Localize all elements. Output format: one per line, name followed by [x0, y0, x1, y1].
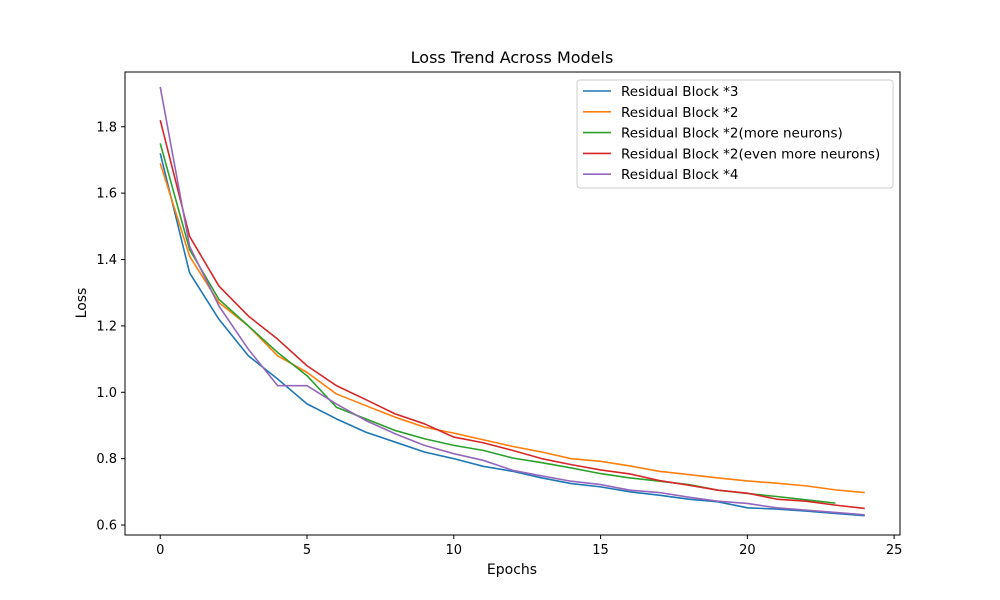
x-tick-label: 25 — [886, 543, 903, 558]
y-axis-ticks: 0.6 0.8 1.0 1.2 1.4 1.6 1.8 — [96, 120, 125, 534]
y-tick-label: 1.8 — [96, 120, 117, 135]
legend-label-5: Residual Block *4 — [621, 167, 738, 183]
y-tick-label: 0.8 — [96, 452, 117, 467]
series-line-4 — [159, 119, 865, 510]
series-line-2 — [159, 163, 865, 494]
plot-frame — [124, 71, 901, 536]
x-axis-ticks: 0 5 10 15 20 25 — [156, 535, 902, 558]
x-tick-label: 10 — [446, 543, 463, 558]
series-line-5 — [159, 86, 865, 516]
plot-lines — [159, 86, 865, 517]
y-axis-label: Loss — [74, 288, 90, 319]
x-axis-label: Epochs — [487, 562, 537, 578]
y-tick-label: 1.0 — [96, 386, 117, 401]
x-tick-label: 0 — [156, 543, 164, 558]
legend-label-3: Residual Block *2(more neurons) — [621, 126, 843, 142]
y-tick-label: 1.2 — [96, 319, 117, 334]
legend-label-1: Residual Block *3 — [621, 84, 738, 100]
chart-title: Loss Trend Across Models — [411, 48, 614, 67]
y-tick-label: 0.6 — [96, 519, 117, 534]
legend: Residual Block *3 Residual Block *2 Residu… — [576, 79, 894, 189]
legend-label-2: Residual Block *2 — [621, 105, 738, 121]
x-tick-label: 20 — [739, 543, 756, 558]
y-tick-label: 1.4 — [96, 253, 117, 268]
x-tick-label: 15 — [592, 543, 609, 558]
series-line-1 — [159, 153, 865, 517]
series-line-3 — [159, 143, 836, 504]
legend-label-4: Residual Block *2(even more neurons) — [621, 146, 880, 162]
x-tick-label: 5 — [303, 543, 311, 558]
y-tick-label: 1.6 — [96, 187, 117, 202]
legend-box — [576, 79, 894, 189]
